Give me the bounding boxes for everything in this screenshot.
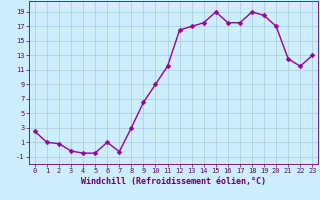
X-axis label: Windchill (Refroidissement éolien,°C): Windchill (Refroidissement éolien,°C)	[81, 177, 266, 186]
